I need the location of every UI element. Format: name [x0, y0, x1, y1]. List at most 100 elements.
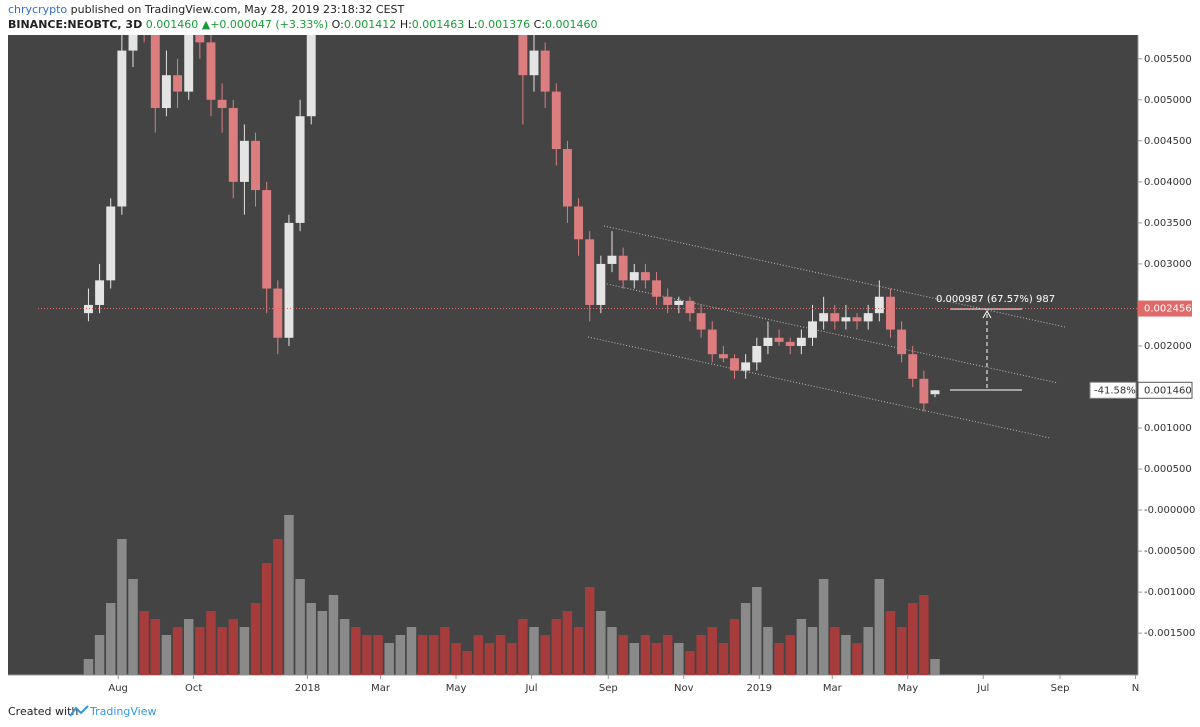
volume-bar [306, 603, 316, 675]
volume-bar [674, 643, 684, 675]
candle-body [228, 108, 238, 182]
x-tick-label: Jul [524, 683, 537, 694]
volume-bar [930, 659, 940, 675]
author[interactable]: chrycrypto [8, 3, 67, 16]
y-tick-label: 0.002000 [1144, 341, 1192, 352]
volume-bar [707, 627, 717, 675]
candle-body [195, 35, 205, 43]
channel-upper [603, 225, 1066, 328]
y-tick-label: -0.001500 [1144, 628, 1195, 639]
volume-bar [384, 643, 394, 675]
volume-bar [796, 619, 807, 675]
candle-body [785, 341, 795, 346]
volume-bar [161, 635, 172, 675]
candle-body [919, 378, 929, 404]
y-tick-label: 0.001000 [1144, 423, 1192, 434]
x-tick-label: N [1132, 683, 1139, 694]
volume-bar [919, 595, 929, 675]
volume-bar [462, 651, 472, 675]
volume-bar [573, 627, 584, 675]
candle-body [217, 99, 227, 109]
footer-brand[interactable]: TradingView [89, 705, 156, 718]
change-label: -41.58% [1094, 385, 1136, 396]
x-tick-label: Mar [371, 683, 391, 694]
volume-bar [406, 627, 417, 675]
volume-bar [317, 611, 328, 675]
y-tick-label: 0.005500 [1144, 54, 1192, 65]
last-price-box [1137, 381, 1193, 399]
volume-bar [685, 651, 695, 675]
volume-bar [451, 643, 461, 675]
x-tick-label: May [446, 683, 467, 694]
volume-bar [105, 603, 116, 675]
o-label: O: [332, 18, 344, 31]
candle-body [763, 337, 773, 346]
volume-bar [150, 619, 161, 675]
c-label: C: [534, 18, 545, 31]
volume-bar [640, 635, 651, 675]
x-tick-label: 2018 [295, 683, 320, 694]
volume-bar [250, 603, 261, 675]
volume-bar [841, 635, 851, 675]
candle-body [161, 75, 171, 109]
volume-bar [284, 515, 294, 675]
volume-bar [874, 579, 885, 675]
header-line: chrycrypto published on TradingView.com,… [8, 3, 405, 16]
candle-body [730, 358, 739, 371]
y-tick-label: 0.004500 [1144, 136, 1192, 147]
volume-bar [117, 539, 127, 675]
candle-body [874, 296, 884, 314]
candle-body [774, 337, 784, 342]
y-tick-label: 0.000500 [1144, 464, 1192, 475]
candle-body [507, 0, 516, 1]
volume-bar [629, 643, 639, 675]
candle-body [897, 329, 907, 355]
x-tick-label: Aug [108, 683, 128, 694]
volume-bar [551, 619, 562, 675]
volume-bar [863, 627, 873, 675]
channel [587, 225, 1066, 439]
y-tick-label: -0.000500 [1144, 546, 1195, 557]
volume-bar [908, 603, 918, 675]
volume-bar [206, 611, 216, 675]
candle-layer [83, 0, 940, 412]
volume-bar [718, 643, 729, 675]
candle-body [930, 390, 940, 395]
candle-body [206, 42, 216, 100]
plot-background [8, 35, 1138, 675]
candle-body [629, 272, 639, 281]
candle-body [663, 296, 673, 305]
c: 0.001460 [545, 18, 598, 31]
volume-bar [440, 627, 450, 675]
candle-body [295, 116, 305, 223]
x-tick-label: Nov [674, 683, 694, 694]
candle-body [830, 313, 840, 322]
candle-body [886, 296, 895, 330]
candle-body [284, 222, 294, 338]
y-tick-label: 0.004000 [1144, 177, 1192, 188]
candle-body [95, 280, 105, 305]
x-tick-label: Oct [185, 683, 202, 694]
volume-bar [507, 643, 517, 675]
candle-body [128, 35, 138, 51]
l-label: L: [468, 18, 478, 31]
volume-bar [295, 579, 305, 675]
volume-bar [830, 627, 840, 675]
candle-body [674, 300, 684, 305]
x-tick-label: 2019 [747, 683, 772, 694]
volume-bar [429, 635, 439, 675]
candle-body [819, 313, 829, 322]
level-label-box [1138, 300, 1192, 317]
y-tick-label: 0.003000 [1144, 259, 1192, 270]
volume-bar [540, 635, 550, 675]
candle-body [707, 329, 717, 355]
measure-label: 0.000987 (67.57%) 987 [936, 294, 1055, 305]
change-box [1089, 381, 1137, 399]
volume-bar [261, 563, 272, 675]
volume-bar [529, 627, 539, 675]
candle-body [908, 354, 918, 379]
x-tick-label: Sep [599, 683, 618, 694]
channel-middle [597, 281, 1059, 384]
volume-bar [183, 619, 194, 675]
volume-bar [740, 603, 751, 675]
